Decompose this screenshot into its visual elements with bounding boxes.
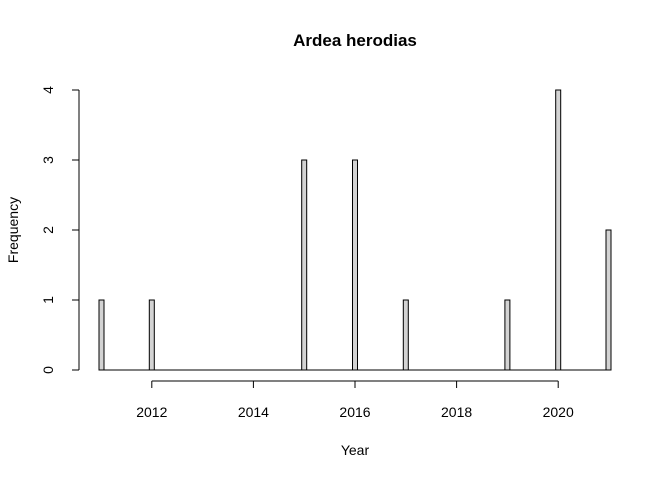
bar-2015 (301, 159, 308, 371)
x-tick-label-2018: 2018 (441, 404, 472, 420)
bar-2012 (148, 299, 155, 371)
bar-2019 (504, 299, 511, 371)
y-tick-label-4: 4 (40, 86, 56, 94)
y-axis-label: Frequency (5, 197, 21, 263)
bar-2016 (352, 159, 358, 371)
chart-title: Ardea herodias (293, 31, 417, 50)
bar-2020 (555, 89, 562, 371)
bars-group (98, 89, 612, 371)
y-axis: 0 1 2 3 4 (40, 86, 80, 374)
bar-2011 (98, 299, 105, 371)
x-tick-label-2014: 2014 (238, 404, 269, 420)
bar-2017 (402, 299, 409, 371)
y-tick-label-3: 3 (40, 156, 56, 164)
y-tick-label-2: 2 (40, 226, 56, 234)
bar-2021 (605, 229, 612, 371)
x-tick-label-2012: 2012 (136, 404, 167, 420)
x-tick-label-2020: 2020 (543, 404, 574, 420)
x-axis: 2012 2014 2016 2018 2020 (136, 380, 574, 420)
x-axis-label: Year (341, 442, 370, 458)
y-tick-label-0: 0 (40, 366, 56, 374)
y-tick-label-1: 1 (40, 296, 56, 304)
x-tick-label-2016: 2016 (339, 404, 370, 420)
